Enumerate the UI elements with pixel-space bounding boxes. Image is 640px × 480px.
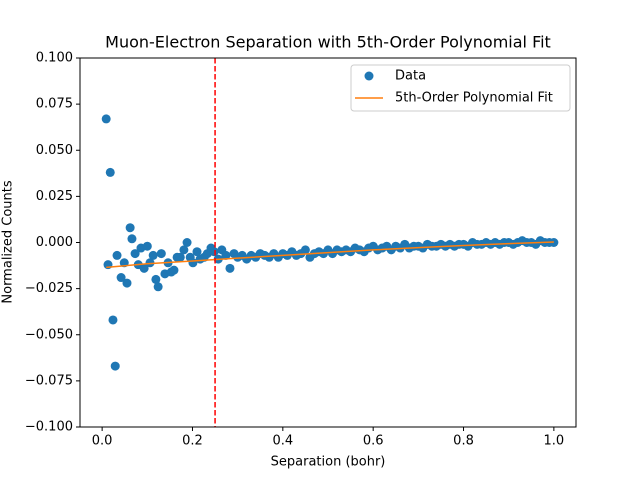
x-axis-label: Separation (bohr)	[271, 455, 386, 470]
x-tick-label: 0.4	[272, 434, 293, 449]
y-tick-label: −0.100	[25, 420, 73, 435]
y-tick-label: −0.075	[25, 373, 73, 388]
data-point	[112, 250, 122, 260]
data-point	[151, 274, 161, 284]
data-point	[225, 263, 235, 273]
data-point	[182, 238, 192, 247]
legend-box	[350, 64, 571, 112]
x-tick-label: 0.0	[92, 434, 113, 449]
data-point	[300, 245, 310, 255]
data-point	[153, 282, 163, 292]
data-point	[116, 273, 126, 283]
data-point	[156, 249, 166, 259]
x-tick-label: 0.2	[182, 434, 203, 449]
data-point	[175, 252, 185, 262]
y-tick-label: −0.050	[25, 327, 73, 342]
legend-label: Data	[395, 69, 426, 84]
data-point	[101, 114, 111, 124]
data-point	[179, 245, 189, 255]
y-tick-label: 0.050	[36, 143, 73, 158]
data-point	[148, 250, 158, 260]
data-point	[127, 234, 137, 244]
x-tick-label: 1.0	[544, 434, 565, 449]
fit-line	[106, 241, 554, 269]
data-point	[221, 250, 231, 260]
data-point	[209, 247, 219, 257]
data-point	[125, 223, 135, 233]
data-point	[169, 265, 179, 275]
y-tick-label: 0.075	[36, 97, 73, 112]
data-point	[110, 361, 120, 371]
data-point	[122, 278, 132, 288]
chart-title: Muon-Electron Separation with 5th-Order …	[105, 33, 551, 52]
data-point	[142, 241, 152, 251]
x-tick-label: 0.8	[453, 434, 474, 449]
legend-marker	[364, 71, 374, 81]
legend-label: 5th-Order Polynomial Fit	[395, 91, 553, 106]
data-point	[192, 247, 202, 257]
y-tick-label: −0.025	[25, 281, 73, 296]
data-point	[108, 315, 118, 325]
data-point	[105, 167, 115, 177]
plot-frame	[79, 57, 577, 428]
y-tick-label: 0.100	[36, 51, 73, 66]
y-axis-label: Normalized Counts	[1, 180, 16, 303]
data-point	[139, 263, 149, 273]
data-point	[130, 249, 140, 259]
y-tick-label: 0.000	[36, 235, 73, 250]
x-tick-label: 0.6	[363, 434, 384, 449]
y-tick-label: 0.025	[36, 189, 73, 204]
data-point	[145, 258, 155, 268]
